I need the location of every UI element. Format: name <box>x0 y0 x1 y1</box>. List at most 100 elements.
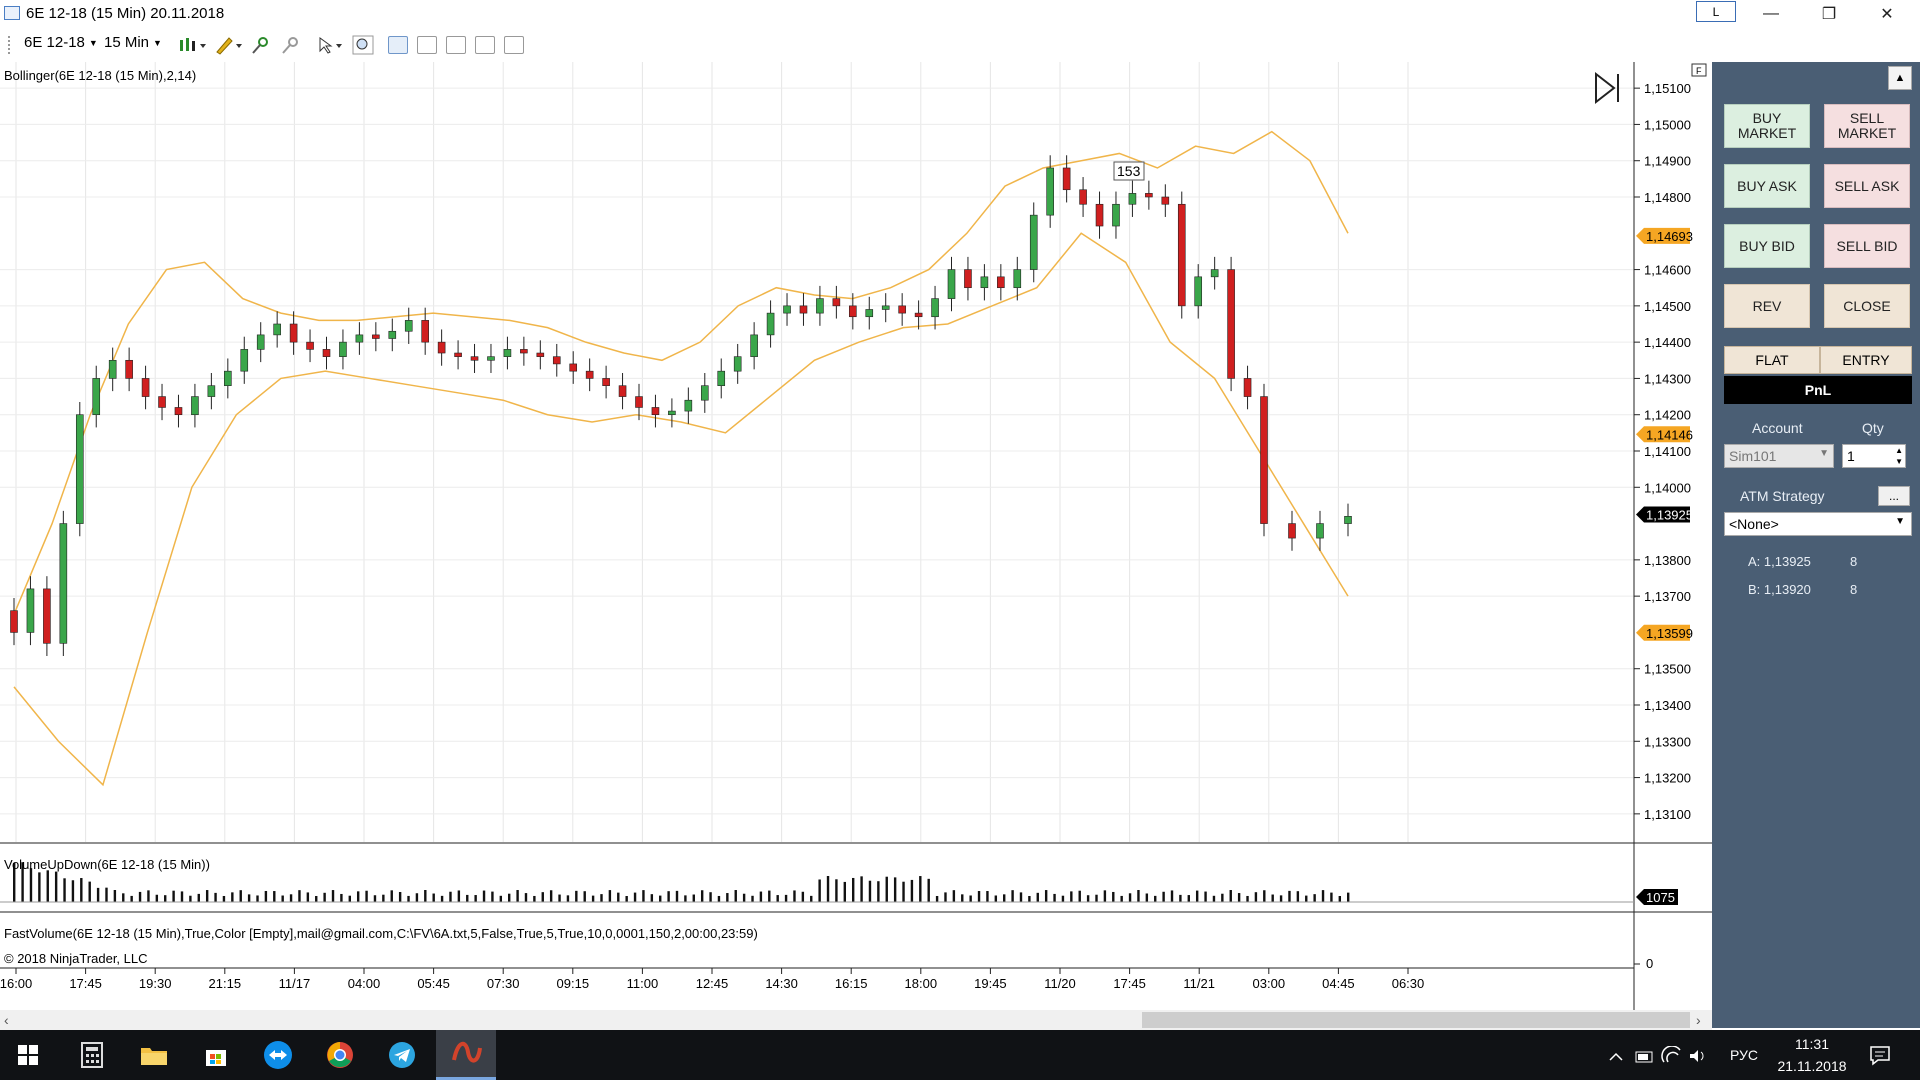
candle-body <box>1112 203 1120 227</box>
fastvolume-zero-label: 0 <box>1646 956 1653 971</box>
sell-ask-button[interactable]: SELL ASK <box>1824 164 1910 208</box>
zoom-in-icon[interactable] <box>250 35 272 55</box>
volume-bar <box>1254 892 1258 902</box>
cursor-mode-icon[interactable] <box>316 35 346 55</box>
candle-body <box>700 385 709 401</box>
chart-trader-icon[interactable] <box>388 36 408 54</box>
time-tick-label: 18:00 <box>905 976 938 991</box>
volume-bar <box>491 891 494 902</box>
clock-time[interactable]: 11:31 <box>1795 1036 1829 1052</box>
volume-bar <box>617 892 620 902</box>
volume-bar <box>533 895 536 902</box>
volume-bar <box>390 890 393 902</box>
volume-bar <box>768 890 771 902</box>
bar-type-icon[interactable] <box>178 35 208 55</box>
candle-body <box>717 370 726 386</box>
rev-button[interactable]: REV <box>1724 284 1810 328</box>
sell-bid-button[interactable]: SELL BID <box>1824 224 1910 268</box>
volume-bar <box>1003 894 1006 902</box>
candle-body <box>10 610 18 633</box>
properties-icon[interactable] <box>504 36 524 54</box>
volume-bar <box>63 878 66 902</box>
volume-bar <box>1221 893 1224 902</box>
chart-toolbar: 6E 12-18 ▼ 15 Min ▼ <box>0 30 1920 60</box>
zoom-out-icon[interactable] <box>280 35 302 55</box>
flat-button[interactable]: FLAT <box>1724 346 1820 374</box>
scrollbar-thumb[interactable] <box>1142 1012 1690 1028</box>
price-tick-label: 1,13200 <box>1644 771 1691 786</box>
volume-bar <box>1095 894 1098 902</box>
volume-bar <box>1019 892 1023 902</box>
strategies-icon[interactable] <box>446 36 466 54</box>
stepper-arrows-icon[interactable]: ▲ ▼ <box>1895 446 1903 466</box>
buy-bid-button[interactable]: BUY BID <box>1724 224 1810 268</box>
close-button[interactable]: CLOSE <box>1824 284 1910 328</box>
volume-bar <box>331 890 335 902</box>
system-tray-icons[interactable] <box>1608 1046 1708 1066</box>
scroll-left-icon[interactable]: ‹ <box>4 1012 9 1028</box>
volume-bar <box>21 862 24 902</box>
teamviewer-icon[interactable] <box>256 1035 300 1075</box>
atm-more-button[interactable]: ... <box>1878 486 1910 506</box>
toolbar-grip[interactable] <box>8 36 10 54</box>
volume-bar <box>801 891 805 902</box>
panel-menu-icon[interactable] <box>1691 63 1707 77</box>
candle-body <box>404 320 413 332</box>
minimize-button[interactable]: — <box>1763 5 1779 22</box>
store-icon[interactable] <box>194 1035 238 1075</box>
telegram-icon[interactable] <box>380 1035 424 1075</box>
volume-bar <box>994 895 998 902</box>
volume-bar <box>1137 890 1140 902</box>
close-window-button[interactable]: ✕ <box>1880 6 1894 23</box>
volume-bar <box>122 893 125 902</box>
atm-strategy-select[interactable]: <None> ▼ <box>1724 512 1912 536</box>
qty-stepper[interactable]: 1 ▲ ▼ <box>1842 444 1906 468</box>
sell-market-button[interactable]: SELL MARKET <box>1824 104 1910 148</box>
panel-scroll-up-button[interactable]: ▲ <box>1888 66 1912 90</box>
notifications-icon[interactable] <box>1868 1043 1892 1067</box>
price-marker <box>1636 506 1690 523</box>
candle-body <box>1029 214 1038 270</box>
horizontal-scrollbar[interactable]: ‹ › <box>0 1010 1712 1030</box>
file-explorer-icon[interactable] <box>132 1035 176 1075</box>
instrument-selector[interactable]: 6E 12-18 ▼ <box>24 34 98 51</box>
buy-ask-button[interactable]: BUY ASK <box>1724 164 1810 208</box>
buy-market-button[interactable]: BUY MARKET <box>1724 104 1810 148</box>
pnl-display: PnL <box>1724 376 1912 404</box>
volume-value-marker <box>1636 889 1678 905</box>
time-tick-label: 17:45 <box>1113 976 1146 991</box>
volume-bar <box>784 894 788 902</box>
data-box-icon[interactable] <box>475 36 495 54</box>
entry-button[interactable]: ENTRY <box>1820 346 1912 374</box>
price-marker <box>1636 426 1690 443</box>
volume-bar <box>289 894 293 902</box>
layout-button[interactable]: L <box>1696 1 1736 22</box>
calculator-icon[interactable] <box>70 1035 114 1075</box>
price-marker <box>1636 227 1690 244</box>
candle-body <box>898 305 906 314</box>
volume-bar <box>1288 890 1291 902</box>
volume-bar <box>449 891 452 902</box>
clock-date[interactable]: 21.11.2018 <box>1777 1058 1847 1074</box>
volume-bar <box>29 868 33 902</box>
restore-button[interactable]: ❐ <box>1821 6 1837 23</box>
scroll-to-end-icon[interactable] <box>1595 71 1619 105</box>
volume-bar <box>415 893 419 902</box>
interval-selector[interactable]: 15 Min ▼ <box>104 34 162 51</box>
volume-bar <box>1028 895 1031 902</box>
windows-start-icon[interactable] <box>6 1035 50 1075</box>
candle-body <box>355 334 364 343</box>
ninjatrader-task[interactable] <box>436 1030 496 1080</box>
chrome-icon[interactable] <box>318 1035 362 1075</box>
account-select[interactable]: Sim101 ▼ <box>1724 444 1834 468</box>
chart-panel[interactable]: 1,15100 1,15000 1,14900 1,14800 1,14600 1,145… <box>0 62 1712 1010</box>
language-indicator[interactable]: РУС <box>1730 1047 1759 1063</box>
drawing-tool-icon[interactable] <box>214 35 244 55</box>
scroll-right-icon[interactable]: › <box>1696 1012 1701 1028</box>
indicators-icon[interactable] <box>417 36 437 54</box>
candle-body <box>141 378 150 397</box>
price-chart[interactable]: 1,15100 1,15000 1,14900 1,14800 1,14600 1,145… <box>0 62 1712 1010</box>
volume-bar <box>205 890 209 902</box>
volume-bar <box>709 892 712 902</box>
magnifier-icon[interactable] <box>352 35 374 55</box>
